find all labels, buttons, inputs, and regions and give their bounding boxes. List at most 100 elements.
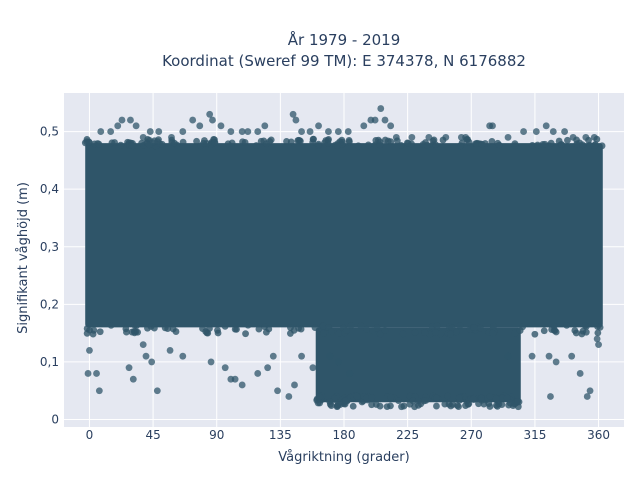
fringe-point — [476, 324, 484, 332]
data-point — [118, 116, 126, 124]
fringe-point — [345, 137, 353, 144]
x-tick-label: 0 — [86, 428, 94, 442]
fringe-point — [581, 322, 589, 330]
y-tick-label: 0,5 — [40, 125, 59, 139]
x-tick-label: 225 — [396, 428, 419, 442]
fringe-point — [541, 140, 549, 148]
fringe-point — [498, 394, 506, 402]
fringe-point — [452, 328, 460, 336]
data-point — [387, 122, 395, 130]
fringe-point — [320, 329, 327, 337]
data-point — [381, 116, 389, 124]
fringe-point — [339, 138, 346, 146]
fringe-point — [598, 142, 606, 150]
fringe-point — [376, 402, 384, 410]
fringe-point — [397, 141, 405, 149]
fringe-point — [241, 138, 249, 146]
dense-region — [315, 327, 521, 403]
fringe-point — [327, 402, 335, 409]
data-point — [86, 347, 93, 354]
x-axis-title: Vågriktning (grader) — [278, 450, 409, 465]
fringe-point — [511, 140, 519, 148]
data-point — [425, 133, 433, 141]
data-point — [127, 116, 134, 124]
x-tick-label: 90 — [209, 428, 224, 442]
data-point — [590, 133, 598, 141]
data-point — [593, 335, 601, 343]
data-point — [146, 128, 154, 135]
fringe-point — [85, 138, 93, 146]
data-point — [532, 128, 540, 135]
fringe-point — [547, 139, 555, 147]
data-point — [520, 128, 527, 135]
fringe-point — [586, 141, 594, 149]
data-point — [298, 128, 305, 135]
fringe-point — [387, 393, 395, 401]
fringe-point — [164, 325, 172, 332]
fringe-point — [150, 324, 158, 332]
fringe-point — [381, 136, 389, 144]
fringe-point — [398, 403, 405, 411]
fringe-point — [395, 397, 402, 405]
fringe-point — [328, 328, 335, 336]
data-point — [489, 122, 496, 130]
data-point — [168, 133, 175, 141]
fringe-point — [572, 329, 580, 337]
fringe-point — [172, 328, 180, 335]
data-point — [84, 370, 92, 377]
data-point — [148, 358, 156, 366]
x-tick-label: 315 — [523, 428, 546, 442]
data-point — [291, 381, 298, 389]
fringe-point — [564, 136, 571, 144]
data-point — [142, 352, 150, 360]
fringe-point — [555, 137, 563, 145]
fringe-point — [444, 392, 452, 400]
fringe-point — [133, 322, 140, 330]
data-point — [269, 352, 277, 360]
y-tick-label: 0,3 — [40, 240, 59, 254]
data-point — [576, 370, 584, 377]
fringe-point — [447, 330, 454, 338]
fringe-point — [490, 322, 497, 330]
fringe-point — [117, 141, 125, 149]
fringe-point — [594, 329, 602, 337]
fringe-point — [111, 139, 118, 146]
fringe-point — [334, 401, 342, 408]
fringe-point — [170, 139, 178, 147]
fringe-point — [528, 141, 536, 149]
data-point — [334, 358, 342, 366]
x-tick-label: 180 — [333, 428, 356, 442]
fringe-point — [221, 322, 229, 330]
data-point — [326, 352, 334, 360]
y-tick-label: 0,2 — [40, 297, 59, 311]
data-point — [528, 352, 536, 360]
data-point — [209, 116, 216, 124]
fringe-point — [228, 139, 236, 147]
fringe-point — [495, 141, 503, 149]
data-point — [582, 133, 590, 141]
fringe-point — [563, 321, 571, 329]
fringe-point — [193, 137, 200, 145]
dense-point-cloud — [81, 135, 606, 411]
fringe-point — [519, 323, 527, 331]
data-point — [325, 128, 332, 135]
data-point — [254, 370, 262, 377]
data-point — [334, 128, 342, 135]
data-point — [196, 122, 204, 130]
data-point — [371, 116, 379, 124]
data-point — [289, 110, 297, 118]
fringe-point — [433, 402, 440, 410]
fringe-point — [381, 326, 389, 334]
fringe-point — [430, 136, 438, 144]
fringe-point — [420, 397, 428, 405]
data-point — [107, 128, 115, 135]
fringe-point — [573, 140, 581, 148]
fringe-point — [421, 329, 429, 336]
data-point — [442, 133, 450, 141]
data-point — [306, 128, 314, 135]
fringe-point — [368, 401, 376, 409]
fringe-point — [548, 326, 556, 333]
fringe-point — [315, 140, 322, 148]
data-point — [547, 393, 554, 400]
fringe-point — [129, 142, 137, 150]
